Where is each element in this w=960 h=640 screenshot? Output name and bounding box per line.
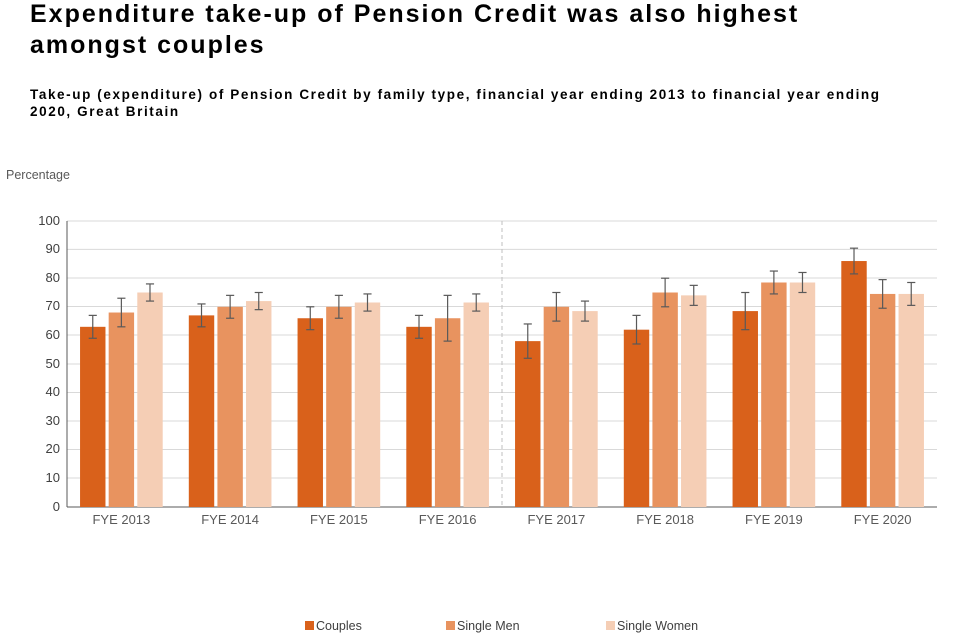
svg-text:80: 80 (46, 270, 60, 285)
svg-text:FYE 2014: FYE 2014 (201, 512, 259, 527)
svg-text:FYE 2016: FYE 2016 (419, 512, 477, 527)
svg-text:70: 70 (46, 298, 60, 313)
svg-text:60: 60 (46, 327, 60, 342)
svg-text:FYE 2020: FYE 2020 (854, 512, 912, 527)
svg-text:FYE 2013: FYE 2013 (92, 512, 150, 527)
svg-text:FYE 2017: FYE 2017 (527, 512, 585, 527)
svg-text:10: 10 (46, 470, 60, 485)
svg-text:40: 40 (46, 384, 60, 399)
svg-text:20: 20 (46, 441, 60, 456)
svg-text:30: 30 (46, 413, 60, 428)
svg-text:0: 0 (53, 499, 60, 514)
svg-text:90: 90 (46, 241, 60, 256)
svg-text:FYE 2018: FYE 2018 (636, 512, 694, 527)
svg-text:FYE 2015: FYE 2015 (310, 512, 368, 527)
svg-text:FYE 2019: FYE 2019 (745, 512, 803, 527)
svg-text:100: 100 (38, 213, 60, 228)
svg-text:50: 50 (46, 356, 60, 371)
